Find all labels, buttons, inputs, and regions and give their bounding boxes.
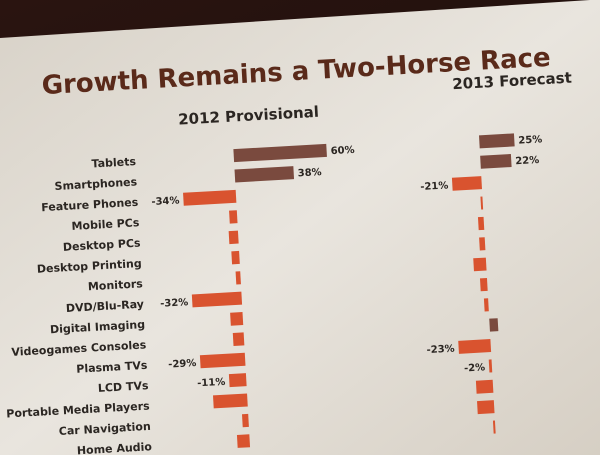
bar-2012 xyxy=(232,332,245,346)
bar-2013 xyxy=(477,216,485,231)
bar-2012 xyxy=(241,413,249,428)
category-label: Mobile PCs xyxy=(71,216,140,233)
bar-2013 xyxy=(478,133,515,149)
bar-2013 xyxy=(480,196,484,210)
category-label: Desktop Printing xyxy=(37,257,142,276)
bar-2012 xyxy=(235,271,241,285)
bar-2013 xyxy=(492,420,496,434)
category-label: Digital Imaging xyxy=(50,318,146,336)
category-label: Desktop PCs xyxy=(63,237,142,254)
category-label: Plasma TVs xyxy=(76,359,148,376)
bar-2012 xyxy=(234,166,295,183)
category-label: Car Navigation xyxy=(58,420,151,438)
data-label-2013: 22% xyxy=(515,155,540,167)
bar-2013 xyxy=(489,318,499,332)
data-label-2012: 60% xyxy=(330,145,355,157)
bar-2012 xyxy=(199,352,246,369)
data-label-2012: -11% xyxy=(197,377,226,390)
bar-2013 xyxy=(475,379,494,394)
bar-2013 xyxy=(488,359,493,373)
bar-2012 xyxy=(231,250,240,265)
category-label: LCD TVs xyxy=(98,379,150,395)
bar-2012 xyxy=(191,291,243,308)
category-label: Home Audio xyxy=(77,440,153,455)
data-label-2012: -34% xyxy=(151,195,180,208)
bar-2013 xyxy=(479,277,488,292)
category-labels: Tablets Smartphones Feature Phones Mobile P… xyxy=(6,155,153,455)
bar-2012 xyxy=(228,373,247,388)
bar-2013 xyxy=(451,176,482,191)
bar-2013 xyxy=(477,400,495,415)
data-label-2013: -23% xyxy=(426,344,455,357)
data-label-2012: -29% xyxy=(168,358,197,371)
bar-2013 xyxy=(480,154,512,169)
bar-2012 xyxy=(229,210,238,224)
bar-2012 xyxy=(230,312,244,326)
bar-2012 xyxy=(228,230,239,245)
series-2013-bars: 25% 22% -21% -23% -2% xyxy=(420,133,543,434)
bar-2013 xyxy=(458,339,492,354)
data-label-2013: 25% xyxy=(518,134,543,146)
bar-2013 xyxy=(479,237,486,251)
data-label-2013: -21% xyxy=(420,180,449,193)
data-label-2012: -32% xyxy=(160,297,189,310)
category-label: DVD/Blu-Ray xyxy=(66,298,145,315)
bar-2012 xyxy=(212,393,248,409)
category-label: Tablets xyxy=(91,155,137,170)
data-label-2012: 38% xyxy=(297,167,322,179)
bar-2012 xyxy=(183,189,237,206)
series-2012-bars: 60% 38% -34% -32% -29%-11% xyxy=(151,143,355,448)
bar-2013 xyxy=(473,257,487,272)
bar-2013 xyxy=(483,298,489,312)
category-label: Monitors xyxy=(88,277,144,293)
bar-2012 xyxy=(233,143,327,163)
bar-2012 xyxy=(236,434,251,448)
category-label: Smartphones xyxy=(54,175,138,193)
category-label: Feature Phones xyxy=(41,196,139,214)
data-label-2013: -2% xyxy=(464,362,486,374)
